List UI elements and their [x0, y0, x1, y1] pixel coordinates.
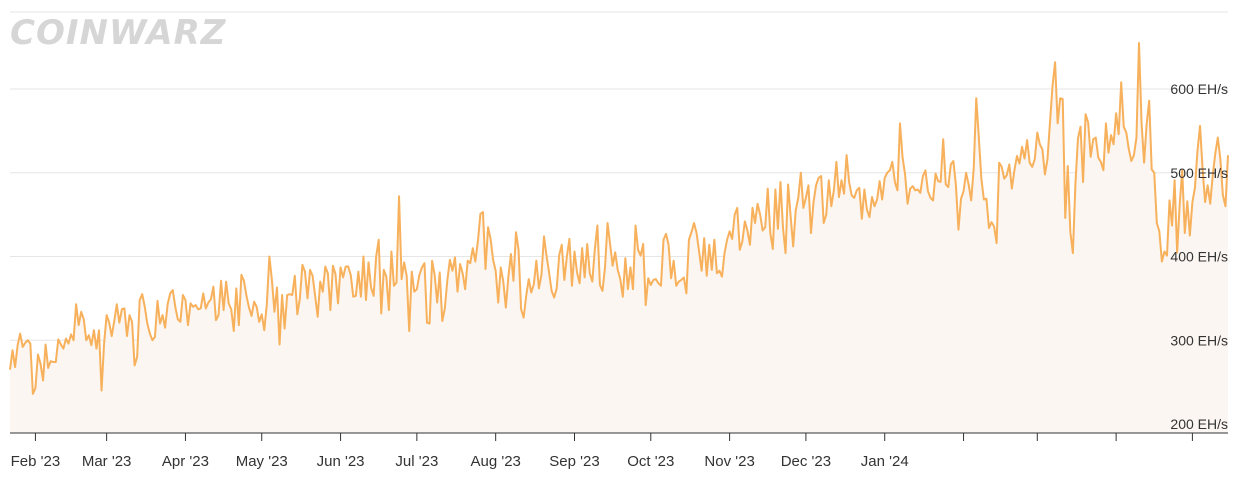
- y-tick-label-500: 500 EH/s: [1170, 165, 1228, 181]
- coinwarz-watermark: COINWARZ: [10, 13, 227, 53]
- y-tick-label-300: 300 EH/s: [1170, 332, 1228, 348]
- x-tick-label-9: Nov '23: [704, 453, 754, 470]
- x-tick-label-3: May '23: [236, 453, 288, 470]
- x-tick-label-7: Sep '23: [549, 453, 599, 470]
- x-tick-label-1: Mar '23: [82, 453, 132, 470]
- y-tick-label-400: 400 EH/s: [1170, 249, 1228, 265]
- y-tick-label-200: 200 EH/s: [1170, 416, 1228, 432]
- x-tick-label-10: Dec '23: [781, 453, 831, 470]
- x-tick-label-11: Jan '24: [861, 453, 909, 470]
- y-tick-label-600: 600 EH/s: [1170, 81, 1228, 97]
- x-tick-label-0: Feb '23: [11, 453, 61, 470]
- x-tick-label-4: Jun '23: [317, 453, 365, 470]
- series-line: [9, 41, 1229, 395]
- x-tick-label-6: Aug '23: [470, 453, 520, 470]
- x-tick-label-2: Apr '23: [162, 453, 209, 470]
- series-area: [10, 42, 1228, 433]
- x-tick-label-5: Jul '23: [395, 453, 438, 470]
- x-tick-label-8: Oct '23: [627, 453, 674, 470]
